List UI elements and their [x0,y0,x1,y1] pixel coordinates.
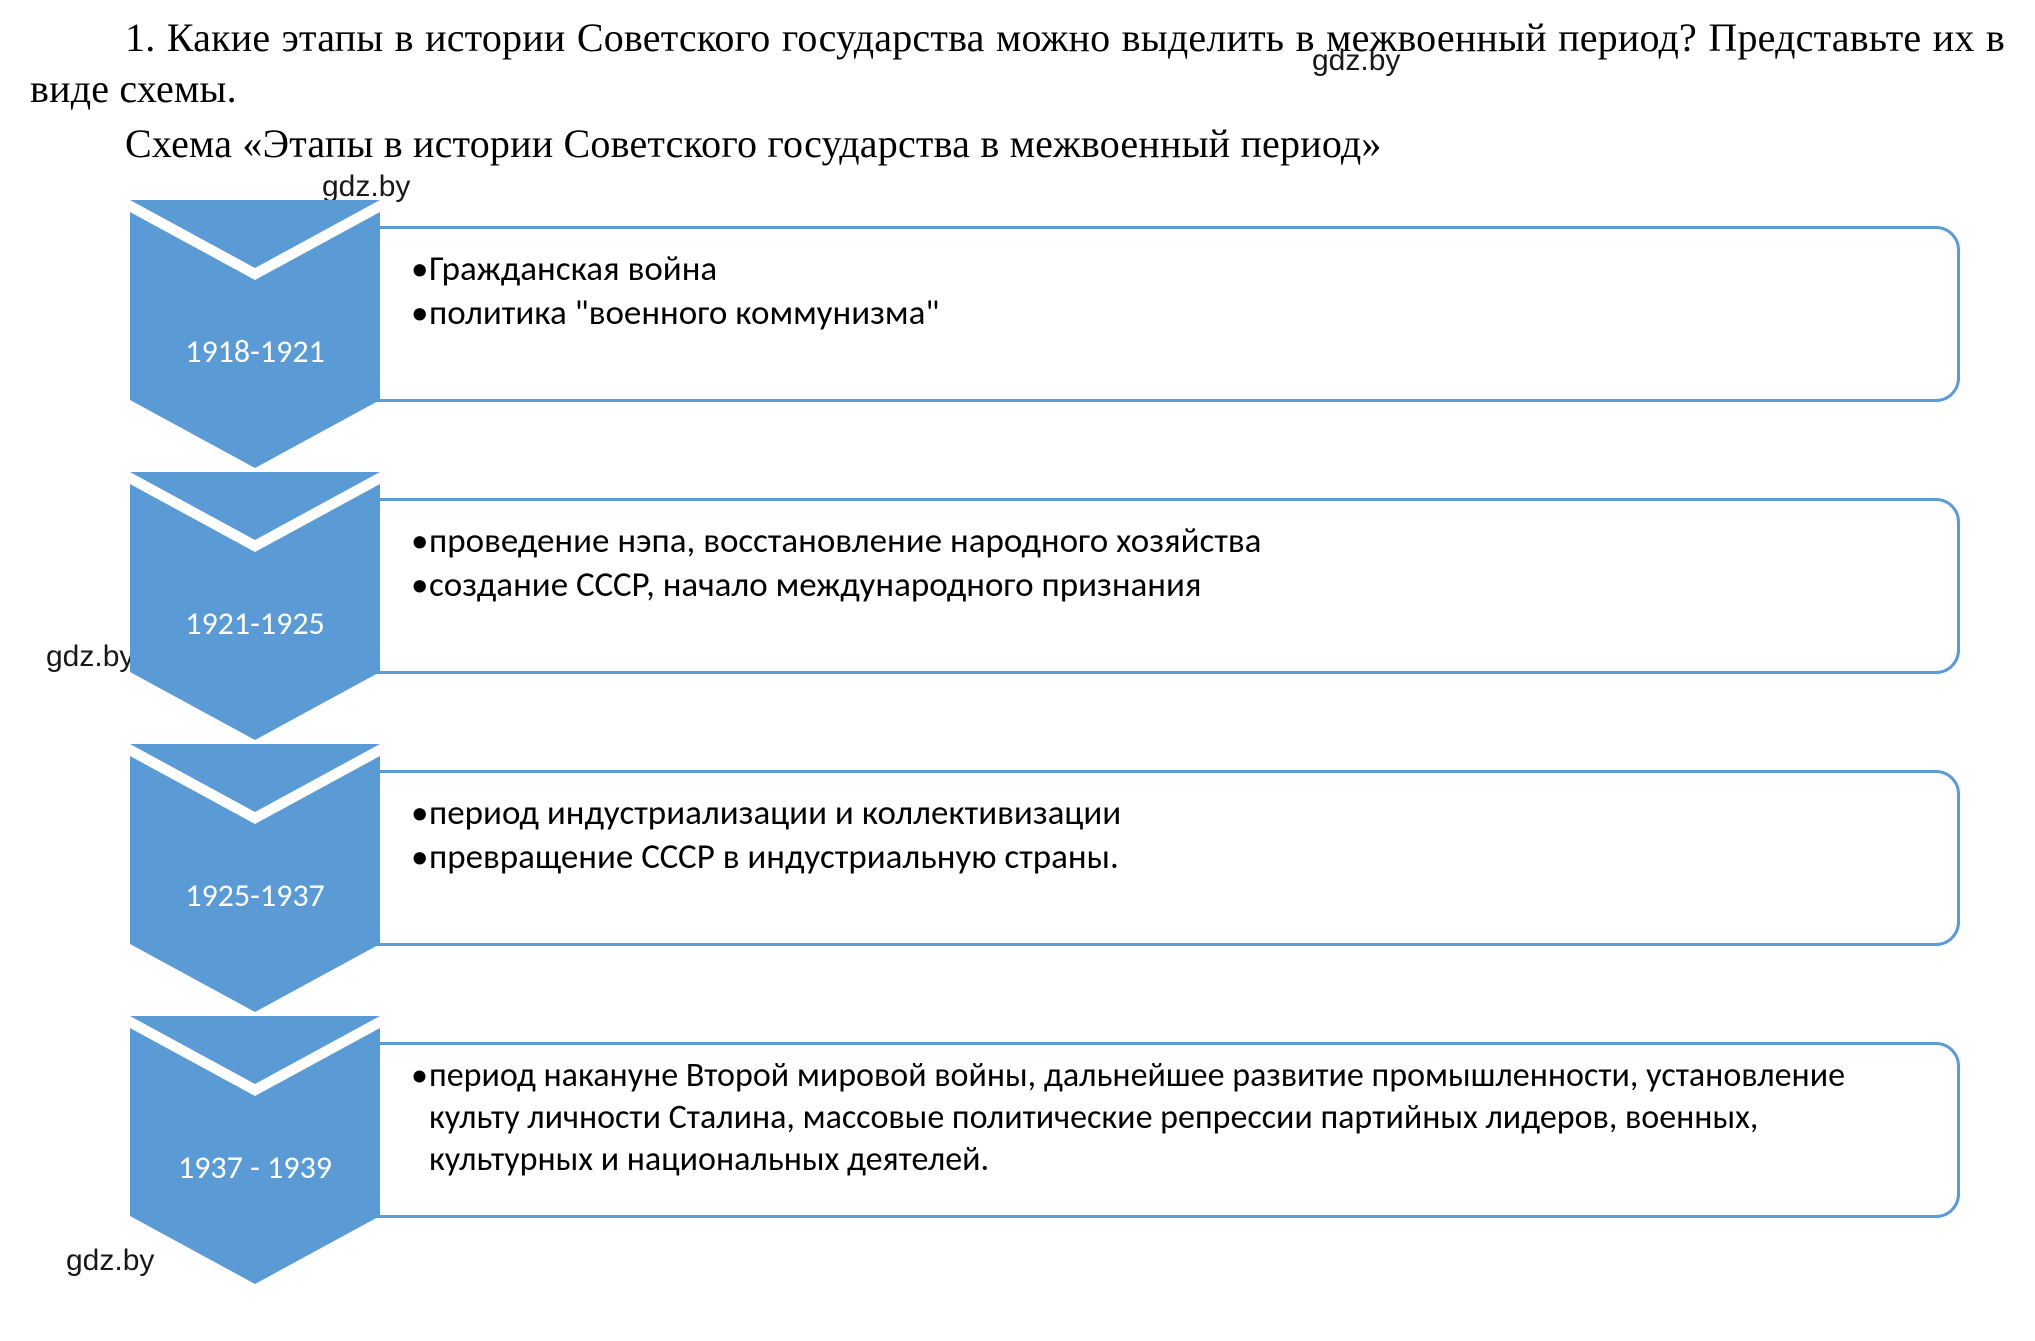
stages-diagram: 1918-1921 •Гражданская война •политика "… [130,200,1960,1244]
bullet: •Гражданская война [411,247,1927,292]
stage-3: 1925-1937 •период индустриализации и кол… [130,744,1960,972]
bullet: •превращение СССР в индустриальную стран… [411,835,1927,880]
stage-4: 1937 - 1939 •период накануне Второй миро… [130,1016,1960,1244]
stage-period-label: 1925-1937 [130,876,380,915]
intro-text: 1. Какие этапы в истории Советского госу… [30,12,2005,170]
stage-1: 1918-1921 •Гражданская война •политика "… [130,200,1960,428]
stage-content: •Гражданская война •политика "военного к… [358,226,1960,402]
stage-period-label: 1918-1921 [130,332,380,371]
stage-period-label: 1937 - 1939 [130,1148,380,1187]
stage-content: •период накануне Второй мировой войны, д… [358,1042,1960,1218]
question-number: 1. [125,15,167,60]
stage-content: •проведение нэпа, восстановление народно… [358,498,1960,674]
bullet: •создание СССР, начало международного пр… [411,563,1927,608]
bullet: •период индустриализации и коллективизац… [411,791,1927,836]
question-body: Какие этапы в истории Советского государ… [30,15,2005,111]
stage-2: 1921-1925 •проведение нэпа, восстановлен… [130,472,1960,700]
stage-period-label: 1921-1925 [130,604,380,643]
bullet: •проведение нэпа, восстановление народно… [411,519,1927,564]
bullet: •политика "военного коммунизма" [411,291,1927,336]
bullet: •период накануне Второй мировой войны, д… [411,1055,1927,1181]
stage-content: •период индустриализации и коллективизац… [358,770,1960,946]
scheme-title: Схема «Этапы в истории Советского госуда… [30,118,2005,169]
